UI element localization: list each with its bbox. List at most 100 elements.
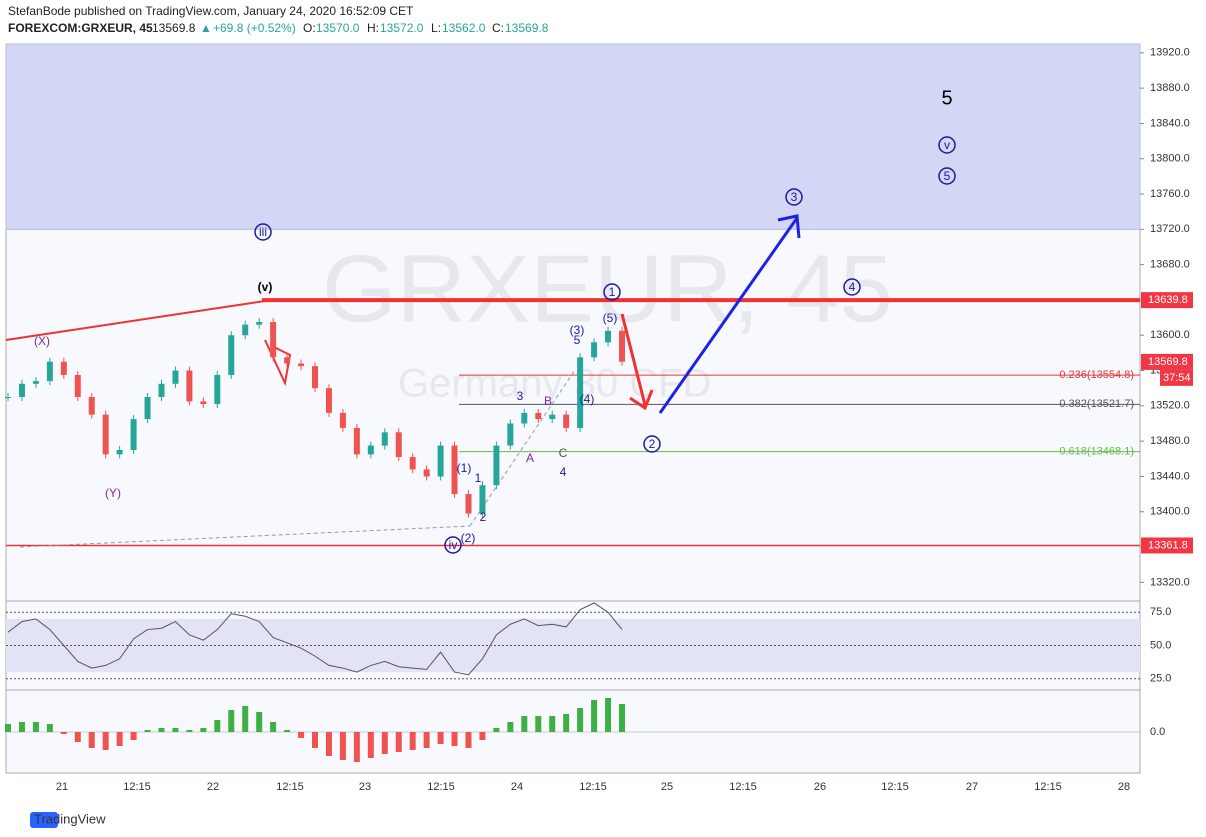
osc-bar — [465, 732, 472, 748]
candle-body — [256, 322, 263, 325]
y-tick-label: 13920.0 — [1150, 47, 1190, 59]
flag — [264, 339, 292, 387]
wave-label: 5 — [944, 169, 951, 183]
candle-body — [535, 412, 542, 420]
symbol: FOREXCOM:GRXEUR, 45 — [8, 21, 153, 35]
x-tick-label: 21 — [56, 781, 68, 793]
osc-bar — [493, 728, 500, 732]
candle-body — [493, 445, 500, 486]
fib-label: 0.382(13521.7) — [1059, 398, 1134, 410]
wave-label: A — [526, 451, 534, 465]
wave-circle — [254, 223, 272, 241]
candle-body — [298, 363, 305, 367]
wave-label: 4 — [560, 465, 567, 479]
osc-bar — [563, 714, 570, 732]
osc-bar — [451, 732, 458, 746]
y-tick-label: 13720.0 — [1150, 223, 1190, 235]
wave-label: 5 — [574, 333, 581, 347]
rsi-band — [6, 618, 1140, 673]
candle-body — [200, 401, 207, 405]
osc-bar — [577, 708, 584, 732]
osc-bar — [437, 732, 444, 744]
candle-body — [284, 357, 291, 364]
candle-body — [172, 370, 179, 384]
fib-label: 0.618(13468.1) — [1059, 446, 1134, 458]
candle-body — [353, 427, 360, 455]
open: 13570.0 — [316, 21, 360, 35]
timer-label: 37:54 — [1163, 372, 1191, 384]
candle-body — [74, 374, 81, 398]
wave-label: (X) — [34, 334, 50, 348]
candle-body — [591, 342, 598, 358]
y-tick-label: 13440.0 — [1150, 470, 1190, 482]
x-tick-label: 12:15 — [276, 781, 304, 793]
osc-bar — [591, 700, 598, 732]
wave-label: (1) — [457, 461, 472, 475]
wave-circle — [785, 188, 803, 206]
osc-bar — [158, 728, 165, 732]
osc-bar — [228, 710, 235, 732]
osc-bar — [172, 728, 179, 732]
y-tick-label: 13480.0 — [1150, 435, 1190, 447]
candle-body — [479, 485, 486, 514]
osc-bar — [88, 732, 95, 748]
wave-label: v — [944, 138, 950, 152]
candle-body — [549, 414, 556, 420]
osc-bar — [312, 732, 318, 748]
candle-body — [242, 324, 249, 336]
wave-circle — [843, 278, 861, 296]
osc-bar — [423, 732, 430, 748]
osc-bar — [60, 732, 67, 734]
osc-tick-label: 0.0 — [1150, 726, 1165, 738]
wave-label: 2 — [649, 437, 656, 451]
y-tick-label: 13760.0 — [1150, 188, 1190, 200]
candle-body — [507, 423, 514, 446]
red-arrow — [620, 313, 647, 406]
candle-body — [18, 383, 25, 398]
red-arrow-head — [629, 389, 654, 411]
watermark-name: Germany 30 CFD — [398, 362, 711, 406]
candle-body — [451, 445, 458, 495]
timer-badge — [1160, 369, 1193, 386]
x-tick-label: 25 — [661, 781, 673, 793]
candle-body — [521, 412, 528, 424]
osc-bar — [144, 730, 151, 732]
candle-body — [563, 414, 570, 428]
level-label: 13361.8 — [1148, 539, 1188, 551]
dashed-trend — [469, 369, 576, 527]
osc-bar — [74, 732, 81, 742]
candle-body — [619, 330, 625, 362]
wave-label: (2) — [461, 531, 476, 545]
logo — [30, 812, 58, 828]
candle-body — [395, 432, 402, 458]
o-label: O: — [303, 21, 316, 35]
osc-bar — [214, 720, 221, 732]
osc-bar — [46, 724, 53, 732]
blue-arrow-head — [777, 214, 801, 239]
x-tick-label: 12:15 — [881, 781, 909, 793]
osc-bar — [256, 712, 263, 732]
wave-label: 1 — [475, 471, 482, 485]
candle-body — [46, 361, 53, 382]
watermark-symbol: GRXEUR, 45 — [322, 235, 893, 342]
wave-circle — [603, 283, 621, 301]
x-tick-label: 12:15 — [427, 781, 455, 793]
x-tick-label: 12:15 — [1034, 781, 1062, 793]
wave-label: 3 — [517, 389, 524, 403]
osc-bar — [18, 722, 25, 732]
candle-body — [228, 335, 235, 375]
trendline — [5, 298, 279, 341]
osc-bar — [605, 698, 612, 732]
x-tick-label: 22 — [207, 781, 219, 793]
osc-bar — [284, 730, 291, 732]
high: 13572.0 — [380, 21, 424, 35]
low: 13562.0 — [442, 21, 486, 35]
osc-bar — [32, 722, 39, 732]
rsi-line — [7, 602, 623, 676]
osc-bar — [298, 732, 305, 738]
y-tick-label: 13600.0 — [1150, 329, 1190, 341]
candle-body — [339, 412, 346, 428]
osc-bar — [521, 716, 528, 732]
osc-bar — [200, 728, 207, 732]
osc-bar — [619, 704, 625, 732]
